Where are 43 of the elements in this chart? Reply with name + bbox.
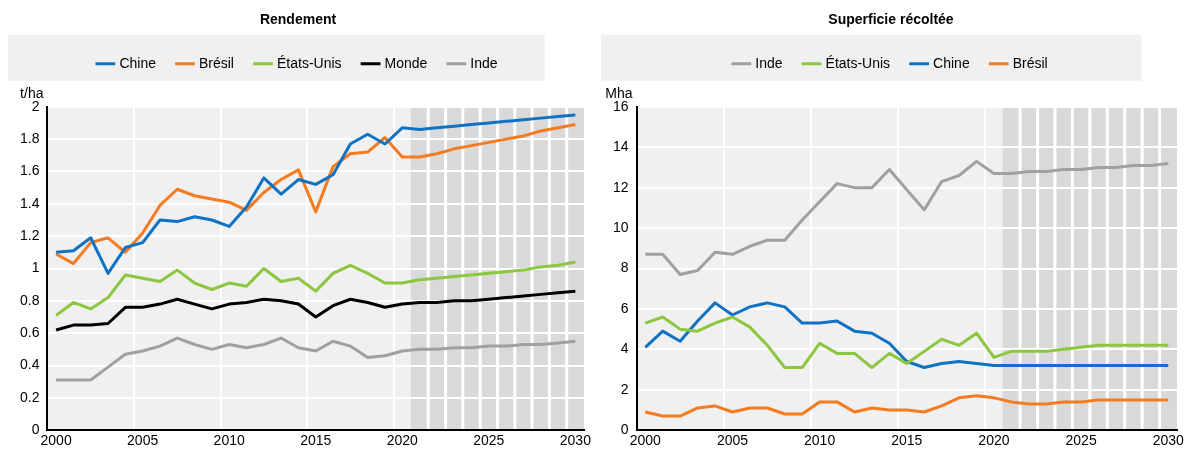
y-tick-label: 8: [620, 259, 629, 276]
y-tick-label: 0.4: [19, 356, 40, 373]
legend-label: Brésil: [198, 54, 234, 71]
y-tick-label: 6: [620, 299, 629, 316]
y-tick-label: 2: [620, 380, 629, 397]
x-tick-label: 2015: [300, 432, 332, 449]
x-tick-label: 2000: [40, 432, 72, 449]
y-tick-label: 0: [31, 421, 40, 438]
y-tick-label: 0.8: [19, 291, 40, 308]
y-tick-label: 0: [620, 421, 629, 438]
x-tick-label: 2015: [891, 432, 923, 449]
y-tick-label: 14: [612, 138, 629, 155]
legend-label: États-Unis: [276, 54, 342, 71]
y-tick-label: 1.4: [19, 194, 40, 211]
x-tick-label: 2010: [213, 432, 245, 449]
x-tick-label: 2020: [978, 432, 1010, 449]
y-tick-label: 1.8: [19, 130, 40, 146]
x-tick-label: 2025: [1065, 432, 1097, 449]
x-tick-label: 2000: [629, 432, 662, 449]
x-tick-label: 2005: [716, 432, 749, 449]
y-tick-label: 0.2: [19, 388, 40, 405]
x-tick-label: 2005: [127, 432, 159, 449]
y-tick-label: 1: [31, 259, 40, 276]
legend-label: Inde: [755, 54, 783, 71]
y-tick-label: 1.6: [19, 162, 40, 179]
y-tick-label: 0.6: [19, 324, 40, 341]
x-tick-label: 2025: [473, 432, 505, 449]
chart-title: Rendement: [259, 11, 337, 28]
legend-label: Chine: [119, 54, 157, 71]
y-tick-label: 4: [620, 340, 629, 357]
legend-label: Brésil: [1012, 54, 1048, 71]
legend-label: Chine: [933, 54, 970, 71]
chart-title: Superficie récoltée: [828, 11, 954, 28]
x-tick-label: 2030: [1152, 432, 1185, 449]
legend-label: Monde: [384, 54, 428, 71]
y-tick-label: 12: [612, 178, 629, 195]
x-tick-label: 2030: [559, 432, 592, 449]
x-tick-label: 2010: [804, 432, 836, 449]
legend-label: États-Unis: [825, 54, 891, 71]
legend-label: Inde: [470, 54, 498, 71]
y-tick-label: 1.2: [19, 227, 40, 244]
x-tick-label: 2020: [386, 432, 419, 449]
y-tick-label: 10: [612, 218, 629, 235]
